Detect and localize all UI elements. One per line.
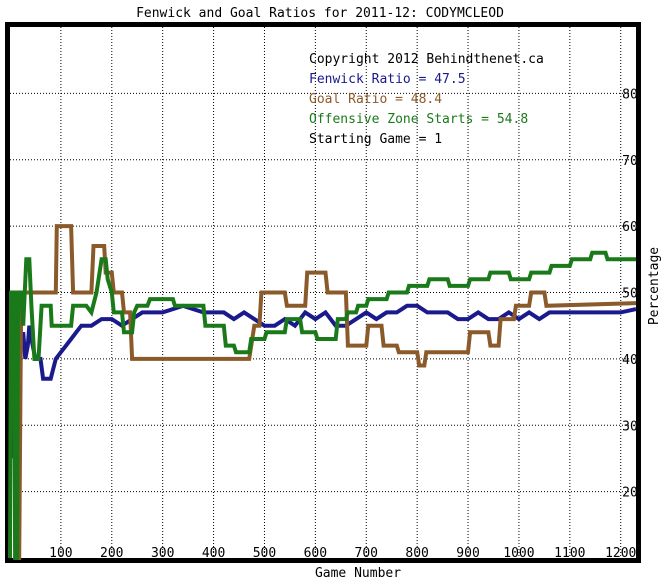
y-axis-label: Percentage — [647, 247, 662, 325]
x-tick-label: 1000 — [503, 546, 534, 561]
x-tick-label: 500 — [253, 546, 276, 561]
chart-title: Fenwick and Goal Ratios for 2011-12: COD… — [136, 6, 504, 21]
x-tick-label: 800 — [405, 546, 428, 561]
annotation-line: Copyright 2012 Behindthenet.ca — [309, 52, 544, 67]
annotation-line: Offensive Zone Starts = 54.8 — [309, 112, 528, 127]
x-tick-label: 400 — [202, 546, 225, 561]
y-tick-label: 70 — [622, 154, 638, 169]
annotations: Copyright 2012 Behindthenet.ca Fenwick Ra… — [309, 52, 544, 147]
y-tick-label: 20 — [622, 486, 638, 501]
y-tick-label: 30 — [622, 419, 638, 434]
annotation-line: Goal Ratio = 48.4 — [309, 92, 442, 107]
x-tick-label: 600 — [304, 546, 327, 561]
y-tick-label: 40 — [622, 353, 638, 368]
x-tick-label: 100 — [49, 546, 72, 561]
y-tick-label: 80 — [622, 87, 638, 102]
x-tick-label: 1200 — [605, 546, 636, 561]
x-tick-label: 1100 — [554, 546, 585, 561]
grid-lines — [10, 27, 636, 558]
series-lines — [8, 224, 637, 560]
x-tick-label: 200 — [100, 546, 123, 561]
x-tick-label: 900 — [456, 546, 479, 561]
offensive-zone-starts-line — [8, 250, 636, 560]
x-tick-label: 700 — [355, 546, 378, 561]
x-axis-label: Game Number — [315, 566, 401, 580]
x-tick-labels: 100 200 300 400 500 600 700 800 900 1000 1100 1200 — [49, 546, 636, 561]
y-tick-labels: 20 30 40 50 60 70 80 — [622, 87, 638, 500]
x-tick-label: 300 — [151, 546, 174, 561]
annotation-line: Starting Game = 1 — [309, 132, 442, 147]
y-tick-label: 60 — [622, 220, 638, 235]
goal-ratio-line — [10, 224, 637, 560]
y-tick-label: 50 — [622, 287, 638, 302]
annotation-line: Fenwick Ratio = 47.5 — [309, 72, 466, 87]
